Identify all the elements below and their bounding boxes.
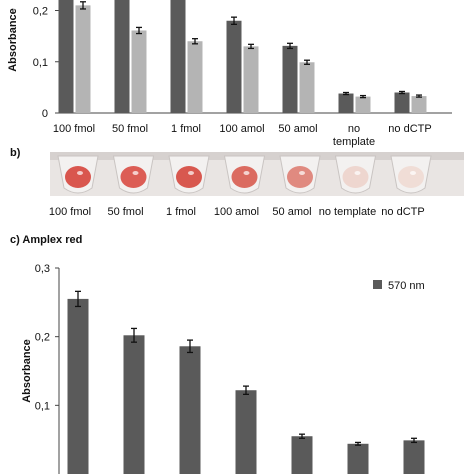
bar bbox=[282, 45, 298, 113]
legend-swatch bbox=[373, 280, 382, 289]
tube-highlight bbox=[354, 171, 361, 175]
x-tick-label: 1 fmol bbox=[171, 123, 201, 135]
panel-a-chart: 0 0,1 0,2 Absorbance 100 fmol 50 fmol 1 fmol 10… bbox=[7, 0, 452, 148]
y-tick-label: 0,2 bbox=[35, 332, 50, 344]
bar bbox=[411, 96, 427, 113]
tube-highlight bbox=[188, 171, 194, 175]
bar bbox=[347, 443, 369, 474]
x-tick-label: template bbox=[333, 136, 375, 148]
bar bbox=[394, 92, 410, 113]
tube-highlight bbox=[299, 171, 305, 175]
tube-label: 50 amol bbox=[272, 206, 311, 218]
bar bbox=[403, 440, 425, 474]
panel-c-chart: 0,1 0,2 0,3 Absorbance c) Amplex red 570 nm bbox=[10, 234, 425, 474]
y-tick-label: 0,3 bbox=[35, 263, 50, 275]
y-tick-label: 0 bbox=[42, 108, 48, 120]
bar bbox=[235, 390, 257, 474]
tube-label: 100 amol bbox=[214, 206, 259, 218]
y-tick-label: 0,1 bbox=[33, 57, 48, 69]
tube-highlight bbox=[410, 171, 416, 175]
bar bbox=[355, 96, 371, 113]
y-tick-label: 0,1 bbox=[35, 400, 50, 412]
tube-liquid bbox=[176, 166, 202, 188]
bar bbox=[58, 0, 74, 113]
panel-b-tubes: b) 100 fmol 50 fmol 1 fmol 100 amol 50 amol no… bbox=[10, 147, 464, 218]
bar bbox=[170, 0, 186, 113]
bar bbox=[123, 335, 145, 474]
tube-highlight bbox=[243, 171, 250, 175]
panel-b-label: b) bbox=[10, 147, 21, 159]
tube-liquid bbox=[231, 166, 258, 188]
tube-label: 100 fmol bbox=[49, 206, 91, 218]
x-tick-label: 100 fmol bbox=[53, 123, 95, 135]
bar bbox=[131, 30, 147, 113]
y-tick-label: 0,2 bbox=[33, 6, 48, 18]
bar bbox=[338, 93, 354, 113]
bar bbox=[187, 41, 203, 113]
legend-label: 570 nm bbox=[388, 280, 425, 292]
bar bbox=[179, 346, 201, 474]
tube-label: 50 fmol bbox=[107, 206, 143, 218]
y-axis-label: Absorbance bbox=[21, 339, 33, 403]
tube-liquid bbox=[342, 166, 369, 188]
x-tick-label: 50 amol bbox=[278, 123, 317, 135]
chart-title: c) Amplex red bbox=[10, 234, 82, 246]
y-axis-label: Absorbance bbox=[7, 8, 19, 72]
tube-liquid bbox=[398, 166, 424, 188]
bar bbox=[114, 0, 130, 113]
bar bbox=[226, 20, 242, 113]
tube-highlight bbox=[132, 171, 139, 175]
tube-label: 1 fmol bbox=[166, 206, 196, 218]
tube-liquid bbox=[120, 166, 147, 188]
tube-liquid bbox=[287, 166, 313, 188]
x-tick-label: no dCTP bbox=[388, 123, 431, 135]
tube-liquid bbox=[65, 166, 91, 188]
x-tick-label: no bbox=[348, 123, 360, 135]
bar bbox=[67, 298, 89, 474]
tube-highlight bbox=[77, 171, 83, 175]
bar bbox=[291, 436, 313, 474]
x-tick-label: 100 amol bbox=[219, 123, 264, 135]
tube-label: no template bbox=[319, 206, 376, 218]
bar bbox=[299, 62, 315, 113]
bar bbox=[75, 5, 91, 113]
tube-label: no dCTP bbox=[381, 206, 424, 218]
bar bbox=[243, 46, 259, 113]
x-tick-label: 50 fmol bbox=[112, 123, 148, 135]
